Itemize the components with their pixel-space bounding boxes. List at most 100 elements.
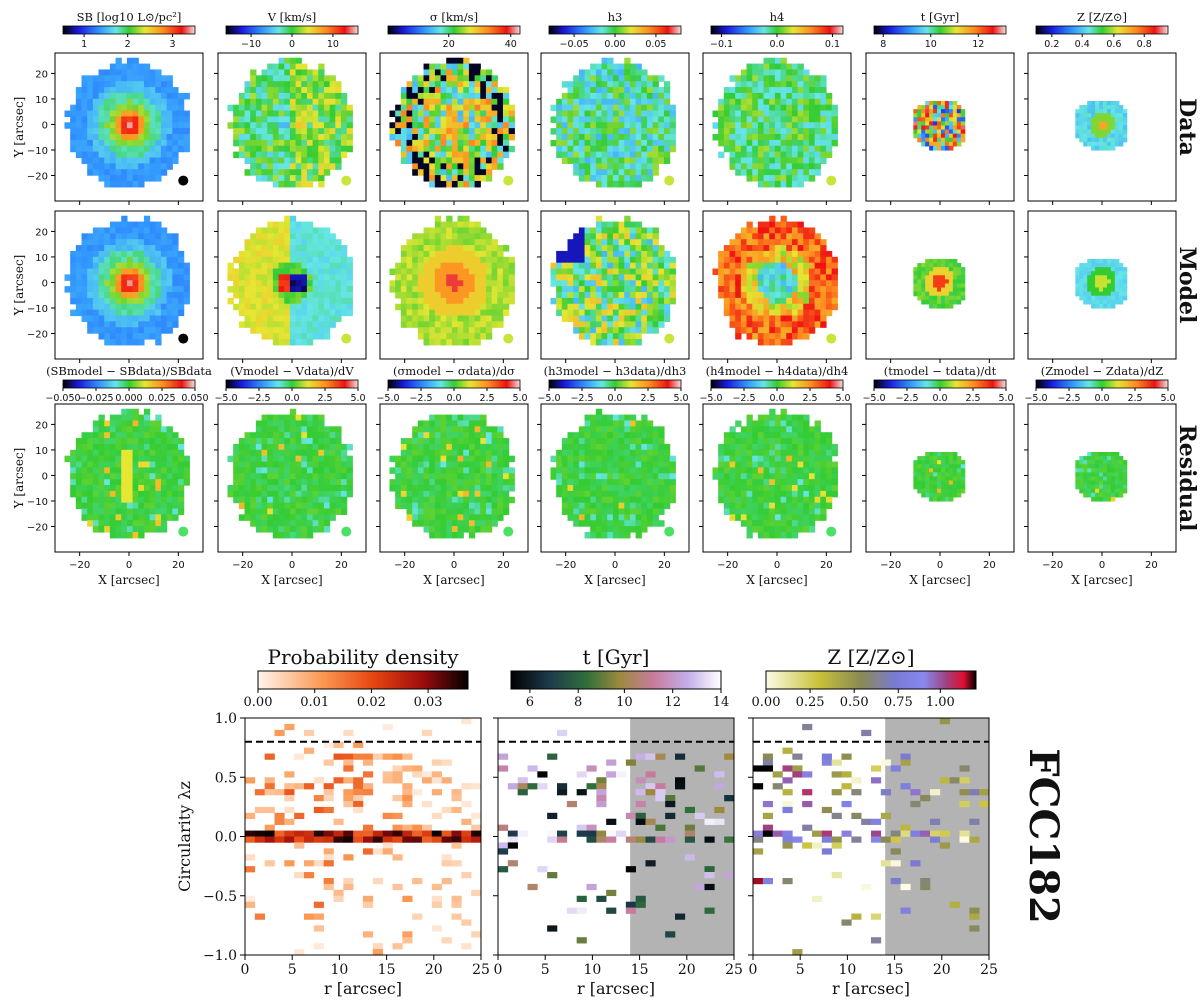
map-pixel	[590, 327, 597, 334]
map-pixel	[126, 408, 134, 416]
map-pixel	[607, 169, 614, 176]
map-pixel	[250, 315, 257, 322]
map-pixel	[440, 180, 447, 188]
map-pixel	[652, 139, 659, 147]
map-pixel	[497, 262, 504, 270]
map-pixel	[791, 180, 799, 188]
map-pixel	[109, 163, 117, 170]
map-pixel	[769, 338, 776, 346]
map-pixel	[740, 116, 748, 123]
map-pixel	[434, 215, 442, 223]
map-pixel	[261, 449, 268, 457]
map-pixel	[1099, 283, 1104, 289]
map-pixel	[780, 327, 787, 334]
map-pixel	[1102, 145, 1108, 151]
map-pixel	[92, 479, 100, 486]
map-pixel	[138, 75, 145, 82]
map-pixel	[87, 473, 94, 480]
map-pixel	[306, 256, 314, 264]
map-pixel	[463, 175, 470, 182]
map-pixel	[937, 121, 942, 127]
map-pixel	[301, 163, 308, 170]
map-pixel	[590, 309, 597, 317]
map-pixel	[629, 274, 637, 281]
map-pixel	[1079, 109, 1084, 114]
map-pixel	[98, 526, 105, 533]
map-pixel	[1079, 125, 1084, 131]
map-pixel	[663, 309, 671, 317]
map-pixel	[746, 169, 753, 176]
map-pixel	[306, 309, 314, 317]
map-pixel	[729, 134, 736, 141]
map-pixel	[104, 449, 111, 457]
map-pixel	[573, 157, 580, 164]
map-pixel	[121, 473, 128, 480]
map-pixel	[149, 239, 156, 246]
map-pixel	[573, 116, 580, 123]
map-pixel	[624, 128, 631, 135]
map-pixel	[746, 157, 753, 164]
map-pixel	[166, 122, 173, 129]
map-pixel	[395, 280, 402, 287]
map-pixel	[786, 63, 793, 71]
map-pixel	[272, 69, 280, 76]
map-pixel	[329, 87, 336, 94]
map-pixel	[780, 169, 787, 176]
map-pixel	[250, 151, 257, 159]
map-pixel	[126, 280, 134, 287]
map-pixel	[757, 303, 765, 311]
map-pixel	[803, 104, 810, 112]
map-pixel	[584, 128, 591, 135]
map-pixel	[457, 81, 464, 88]
map-pixel	[312, 333, 319, 340]
map-pixel	[423, 309, 430, 317]
map-pixel	[497, 145, 504, 153]
map-pixel	[578, 297, 586, 305]
map-pixel	[121, 508, 128, 515]
map-pixel	[491, 274, 498, 281]
map-pixel	[774, 75, 782, 82]
map-pixel	[306, 151, 314, 159]
map-pixel	[92, 163, 100, 170]
map-pixel	[718, 292, 725, 299]
map-pixel	[132, 145, 139, 153]
map-pixel	[658, 122, 665, 129]
y-tick-label: 0	[42, 471, 48, 482]
map-pixel	[318, 180, 325, 188]
map-pixel	[612, 338, 620, 346]
map-pixel	[669, 122, 676, 129]
map-pixel	[323, 250, 331, 258]
map-pixel	[104, 432, 111, 439]
map-pixel	[87, 432, 94, 439]
map-pixel	[434, 128, 442, 135]
map-pixel	[485, 315, 493, 322]
map-pixel	[340, 449, 348, 457]
map-pixel	[126, 292, 134, 299]
map-pixel	[87, 490, 94, 498]
map-pixel	[149, 122, 156, 129]
map-pixel	[340, 92, 348, 100]
map-pixel	[81, 245, 88, 252]
map-pixel	[70, 479, 77, 486]
map-pixel	[740, 274, 748, 281]
map-pixel	[791, 128, 799, 135]
map-pixel	[780, 175, 787, 182]
map-pixel	[825, 92, 833, 100]
map-pixel	[474, 63, 481, 71]
map-pixel	[166, 502, 173, 510]
map-pixel	[948, 145, 954, 151]
map-pixel	[735, 297, 742, 305]
map-pixel	[474, 333, 481, 340]
map-pixel	[956, 299, 962, 305]
map-pixel	[172, 286, 179, 293]
map-pixel	[567, 134, 574, 141]
map-pixel	[301, 420, 308, 427]
map-pixel	[92, 110, 100, 118]
map-pixel	[786, 309, 793, 317]
map-pixel	[769, 303, 776, 311]
map-pixel	[612, 245, 620, 252]
map-pixel	[81, 145, 88, 153]
map-pixel	[474, 297, 481, 305]
map-pixel	[595, 128, 603, 135]
map-pixel	[474, 116, 481, 123]
